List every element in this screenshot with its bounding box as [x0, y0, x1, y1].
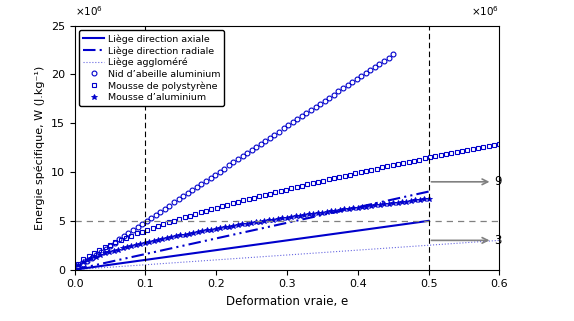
Mousse d’aluminium: [385, 202, 392, 206]
Nid d’abeille aluminium: [248, 148, 255, 152]
Text: 9: 9: [494, 175, 502, 188]
Liège direction radiale: [71, 268, 78, 272]
Nid d’abeille aluminium: [157, 210, 164, 214]
Liège aggloméré: [88, 266, 95, 270]
Liège aggloméré: [496, 239, 503, 242]
Nid d’abeille aluminium: [148, 216, 154, 220]
Mousse de polystyrène: [331, 176, 338, 180]
Liège direction axiale: [165, 255, 172, 259]
Liège aggloméré: [71, 268, 78, 272]
Nid d’abeille aluminium: [340, 86, 347, 90]
Liège direction radiale: [425, 190, 432, 194]
Liège aggloméré: [184, 260, 191, 264]
Text: $\times10^6$: $\times10^6$: [75, 4, 103, 18]
Mousse de polystyrène: [363, 169, 370, 173]
Liège aggloméré: [150, 262, 157, 266]
Mousse d’aluminium: [301, 213, 308, 217]
Nid d’abeille aluminium: [75, 265, 82, 269]
Mousse de polystyrène: [496, 142, 503, 145]
Liège direction radiale: [137, 253, 144, 257]
Liège direction axiale: [425, 219, 432, 223]
Mousse d’aluminium: [75, 263, 82, 267]
Liège direction radiale: [165, 247, 172, 251]
Nid d’abeille aluminium: [344, 83, 351, 87]
Mousse de polystyrène: [347, 173, 354, 177]
Liège direction axiale: [137, 259, 144, 263]
Mousse d’aluminium: [230, 224, 237, 228]
Mousse d’aluminium: [288, 215, 294, 219]
Liège aggloméré: [460, 241, 467, 245]
Liège direction axiale: [395, 223, 402, 227]
Liège direction axiale: [71, 268, 78, 272]
Line: Liège direction axiale: Liège direction axiale: [75, 221, 429, 270]
X-axis label: Deformation vraie, e: Deformation vraie, e: [226, 295, 348, 308]
Mousse de polystyrène: [448, 151, 455, 155]
Line: Liège direction radiale: Liège direction radiale: [75, 192, 429, 270]
Y-axis label: Energie spécifique, W (J.kg⁻¹): Energie spécifique, W (J.kg⁻¹): [34, 65, 45, 230]
Mousse d’aluminium: [425, 197, 432, 201]
Legend: Liège direction axiale, Liège direction radiale, Liège aggloméré, Nid d’abeille : Liège direction axiale, Liège direction …: [79, 30, 224, 106]
Liège direction radiale: [395, 196, 402, 200]
Line: Nid d’abeille aluminium: Nid d’abeille aluminium: [76, 52, 395, 270]
Line: Mousse de polystyrène: Mousse de polystyrène: [76, 142, 502, 266]
Liège direction radiale: [86, 265, 92, 268]
Liège direction axiale: [92, 265, 99, 269]
Liège direction radiale: [408, 194, 414, 197]
Line: Liège aggloméré: Liège aggloméré: [75, 240, 499, 270]
Nid d’abeille aluminium: [390, 53, 397, 56]
Text: $\times10^6$: $\times10^6$: [471, 4, 499, 18]
Liège aggloméré: [475, 240, 482, 244]
Liège direction axiale: [86, 266, 92, 270]
Mousse de polystyrène: [325, 178, 332, 181]
Liège direction axiale: [408, 221, 414, 225]
Nid d’abeille aluminium: [170, 201, 177, 204]
Mousse d’aluminium: [314, 211, 321, 215]
Mousse de polystyrène: [261, 193, 268, 197]
Line: Mousse d’aluminium: Mousse d’aluminium: [75, 196, 432, 268]
Liège aggloméré: [97, 266, 104, 270]
Liège direction radiale: [92, 263, 99, 267]
Text: 3: 3: [494, 234, 502, 247]
Mousse d’aluminium: [283, 216, 290, 220]
Mousse de polystyrène: [75, 262, 82, 266]
